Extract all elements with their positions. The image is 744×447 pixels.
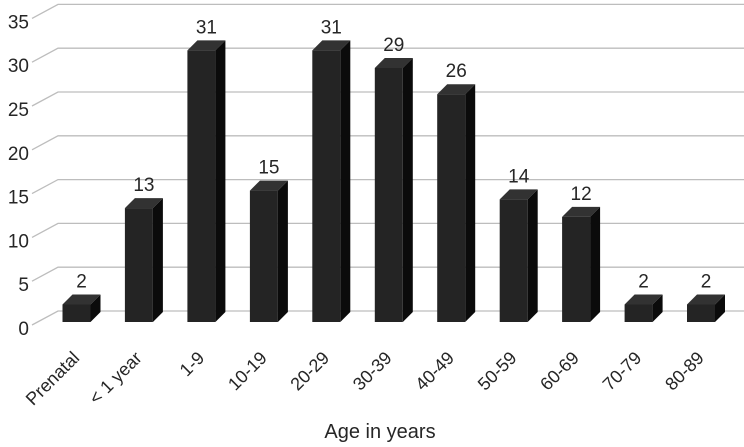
bar-value-label: 29 [383,35,404,56]
bar-side-face [215,40,226,323]
bar-side-face [402,58,413,322]
bar-top-face [562,206,601,217]
bar-side-face [590,206,601,322]
bar-top-face [499,189,538,200]
x-axis-tick-label: 30-39 [349,348,396,395]
y-axis-tick-label: 20 [8,144,29,165]
bar-top-face [374,58,413,68]
bar [62,304,91,322]
bar-top-face [312,40,351,51]
bar [187,50,216,323]
x-axis-tick-label: 60-69 [536,348,583,395]
x-axis-tick-label: 70-79 [599,348,646,395]
bar [124,208,153,322]
bar-side-face [152,198,163,322]
bar-top-face [124,198,163,209]
bar-top-face [249,180,288,191]
y-axis-tick-label: 15 [8,188,29,209]
bar-side-face [527,189,538,322]
gridline [31,178,744,195]
bar-side-face [465,84,476,322]
y-axis-tick-label: 5 [18,275,29,296]
y-axis-tick-label: 0 [18,319,29,340]
y-axis-tick-label: 10 [8,231,29,252]
labels: 0 5 10 15 20 25 30 35 2 Prenatal 13 < 1 year 31 1-9 15… [8,12,711,409]
gridline [31,47,744,63]
bars [62,40,725,323]
gridline [31,135,744,151]
bar [562,216,591,322]
y-axis-tick-label: 25 [8,100,29,121]
bar-value-label: 2 [701,272,712,293]
x-axis-title: Age in years [324,421,435,443]
bar-side-face [277,180,288,322]
bar-side-face [90,294,101,322]
x-axis-tick-label: 1-9 [176,348,209,381]
x-axis-tick-label: 20-29 [286,348,333,395]
gridline [31,3,744,19]
x-axis-tick-label: Prenatal [22,348,84,410]
bar-value-label: 15 [258,158,279,179]
bar [437,94,466,322]
x-axis-tick-label: < 1 year [85,348,145,408]
bar-side-face [652,294,663,322]
gridlines [31,3,744,326]
bar-top-face [437,84,476,95]
bar-top-face [624,294,663,305]
bar [687,304,715,322]
x-axis-tick-label: 80-89 [661,348,708,395]
bar-value-label: 13 [133,175,154,196]
gridline [31,91,744,107]
bar [249,190,278,322]
x-axis-tick-label: 40-49 [411,348,458,395]
bar [499,199,528,322]
bar-value-label: 2 [76,272,87,293]
bar-value-label: 26 [446,61,467,82]
bar-top-face [187,40,226,51]
bar [374,68,403,322]
bar-value-label: 12 [571,184,592,205]
bar-value-label: 31 [321,17,342,38]
y-axis-tick-label: 30 [8,56,29,77]
bar-top-face [687,294,725,305]
bar-top-face [62,294,101,305]
bar-side-face [340,40,351,323]
bar-value-label: 14 [508,166,530,187]
bar [624,304,653,322]
bar-side-face [715,294,725,322]
bar-value-label: 2 [638,272,649,293]
y-axis-tick-label: 35 [8,12,29,33]
bar-value-label: 31 [196,17,217,38]
x-axis-tick-label: 50-59 [474,348,521,395]
bar [312,50,341,323]
x-axis-tick-label: 10-19 [224,348,271,395]
